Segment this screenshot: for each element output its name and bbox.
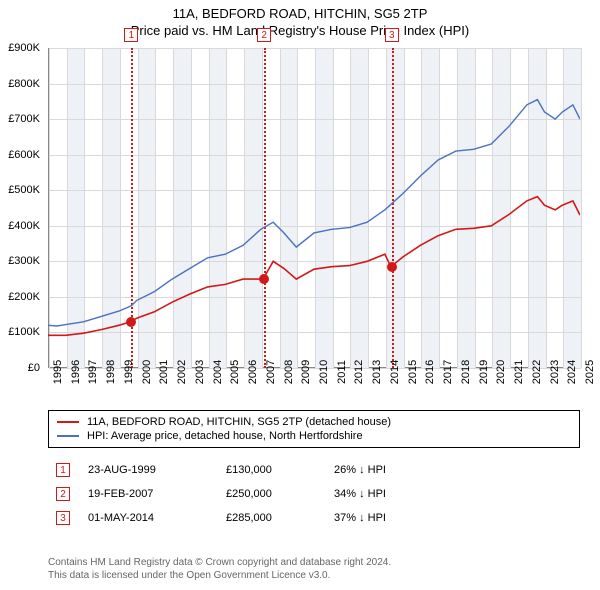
x-axis-label: 2013 [371, 360, 383, 384]
y-axis-label: £400K [0, 220, 40, 232]
event-date: 23-AUG-1999 [88, 464, 208, 476]
event-date: 19-FEB-2007 [88, 488, 208, 500]
x-axis-label: 1997 [87, 360, 99, 384]
x-axis-label: 2019 [478, 360, 490, 384]
x-axis-label: 2008 [283, 360, 295, 384]
event-delta: 37% ↓ HPI [334, 512, 444, 524]
page-subtitle: Price paid vs. HM Land Registry's House … [0, 23, 600, 38]
event-row: 1 23-AUG-1999 £130,000 26% ↓ HPI [48, 458, 580, 482]
x-axis-label: 1999 [123, 360, 135, 384]
events-table: 1 23-AUG-1999 £130,000 26% ↓ HPI 2 19-FEB-200… [48, 458, 580, 530]
gridline-v [581, 48, 582, 368]
legend-label: 11A, BEDFORD ROAD, HITCHIN, SG5 2TP (det… [87, 416, 391, 428]
page-title: 11A, BEDFORD ROAD, HITCHIN, SG5 2TP [0, 6, 600, 21]
event-badge: 3 [385, 28, 399, 42]
y-axis-label: £300K [0, 255, 40, 267]
x-axis-label: 2018 [460, 360, 472, 384]
x-axis-label: 2005 [229, 360, 241, 384]
x-axis-label: 2016 [424, 360, 436, 384]
legend: 11A, BEDFORD ROAD, HITCHIN, SG5 2TP (det… [48, 410, 580, 448]
attribution: Contains HM Land Registry data © Crown c… [48, 556, 580, 582]
x-axis-label: 2024 [566, 360, 578, 384]
event-price: £285,000 [226, 512, 316, 524]
x-axis-label: 2014 [389, 360, 401, 384]
event-row-badge: 1 [56, 463, 70, 477]
x-axis-label: 1996 [70, 360, 82, 384]
event-row: 3 01-MAY-2014 £285,000 37% ↓ HPI [48, 506, 580, 530]
y-axis-label: £0 [0, 362, 40, 374]
legend-item: 11A, BEDFORD ROAD, HITCHIN, SG5 2TP (det… [57, 415, 571, 429]
x-axis-label: 1998 [105, 360, 117, 384]
x-axis-label: 2006 [247, 360, 259, 384]
legend-item: HPI: Average price, detached house, Nort… [57, 429, 571, 443]
x-axis-label: 2003 [194, 360, 206, 384]
legend-swatch [57, 435, 79, 437]
x-axis-label: 2010 [318, 360, 330, 384]
x-axis-label: 2020 [495, 360, 507, 384]
x-axis-label: 2002 [176, 360, 188, 384]
event-price: £250,000 [226, 488, 316, 500]
x-axis-label: 2001 [158, 360, 170, 384]
y-axis-label: £600K [0, 149, 40, 161]
legend-swatch [57, 421, 79, 423]
event-badge: 1 [124, 28, 138, 42]
event-row: 2 19-FEB-2007 £250,000 34% ↓ HPI [48, 482, 580, 506]
series-hpi [48, 100, 580, 326]
event-row-badge: 2 [56, 487, 70, 501]
x-axis-label: 2021 [513, 360, 525, 384]
event-row-badge: 3 [56, 511, 70, 525]
chart-lines [48, 48, 580, 368]
series-property [48, 197, 580, 336]
y-axis-label: £500K [0, 184, 40, 196]
attribution-line-1: Contains HM Land Registry data © Crown c… [48, 556, 580, 569]
y-axis-label: £700K [0, 113, 40, 125]
x-axis-label: 2022 [531, 360, 543, 384]
attribution-line-2: This data is licensed under the Open Gov… [48, 569, 580, 582]
x-axis-label: 2015 [407, 360, 419, 384]
x-axis-label: 2012 [353, 360, 365, 384]
x-axis-label: 2011 [336, 360, 348, 384]
x-axis-label: 2017 [442, 360, 454, 384]
event-price: £130,000 [226, 464, 316, 476]
y-axis-label: £800K [0, 78, 40, 90]
event-date: 01-MAY-2014 [88, 512, 208, 524]
x-axis-label: 2004 [212, 360, 224, 384]
event-delta: 26% ↓ HPI [334, 464, 444, 476]
event-delta: 34% ↓ HPI [334, 488, 444, 500]
event-badge: 2 [257, 28, 271, 42]
price-chart: 123 £0£100K£200K£300K£400K£500K£600K£700… [48, 48, 580, 368]
y-axis-label: £100K [0, 326, 40, 338]
y-axis-label: £900K [0, 42, 40, 54]
x-axis-label: 2007 [265, 360, 277, 384]
y-axis-label: £200K [0, 291, 40, 303]
x-axis-label: 2025 [584, 360, 596, 384]
x-axis-label: 2023 [549, 360, 561, 384]
legend-label: HPI: Average price, detached house, Nort… [87, 430, 363, 442]
x-axis-label: 1995 [52, 360, 64, 384]
x-axis-label: 2000 [141, 360, 153, 384]
x-axis-label: 2009 [300, 360, 312, 384]
